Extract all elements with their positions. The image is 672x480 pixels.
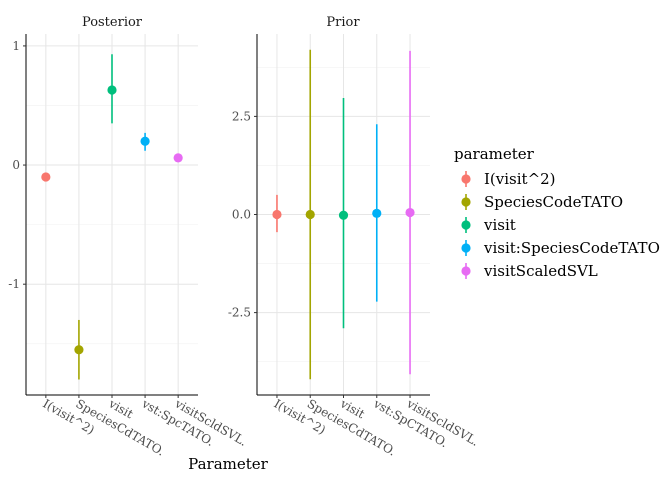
x-axis-title: Parameter (188, 455, 268, 473)
legend-label: I(visit^2) (484, 170, 556, 188)
y-tick-label: 2.5 (232, 109, 251, 123)
data-point (405, 207, 415, 218)
y-tick-label: 1 (12, 39, 20, 53)
y-tick-label: -1 (8, 277, 20, 291)
y-tick-label: -2.5 (228, 306, 251, 320)
y-tick-label: 0.0 (232, 208, 251, 222)
data-point (140, 136, 150, 146)
data-point (107, 85, 117, 95)
data-point (338, 210, 349, 220)
data-point (173, 153, 183, 163)
legend-title: parameter (454, 145, 535, 163)
legend-key-point (461, 266, 471, 276)
legend-label: visit:SpeciesCodeTATO (483, 239, 660, 257)
y-tick-label: 0 (12, 158, 20, 172)
legend: parameter I(visit^2) SpeciesCodeTATO visit v… (454, 145, 660, 280)
legend-key-point (461, 174, 471, 184)
legend-label: visit (483, 216, 516, 234)
legend-label: visitScaledSVL (483, 262, 598, 280)
data-point (41, 172, 51, 182)
data-point (74, 345, 84, 355)
legend-key-point (461, 197, 471, 207)
panel-prior: Prior2.50.0-2.5I(visit^2)SpeciesCdTATO.v… (228, 15, 481, 459)
legend-key-point (461, 243, 471, 253)
panel-title: Posterior (82, 15, 143, 30)
legend-key-point (461, 220, 471, 230)
data-point (305, 209, 315, 220)
data-point (272, 209, 282, 220)
legend-label: SpeciesCodeTATO (484, 193, 623, 211)
panel-title: Prior (326, 15, 360, 30)
panel-posterior: Posterior10-1I(visit^2)SpeciesCdTATO.vis… (8, 15, 249, 459)
data-point (372, 208, 382, 218)
